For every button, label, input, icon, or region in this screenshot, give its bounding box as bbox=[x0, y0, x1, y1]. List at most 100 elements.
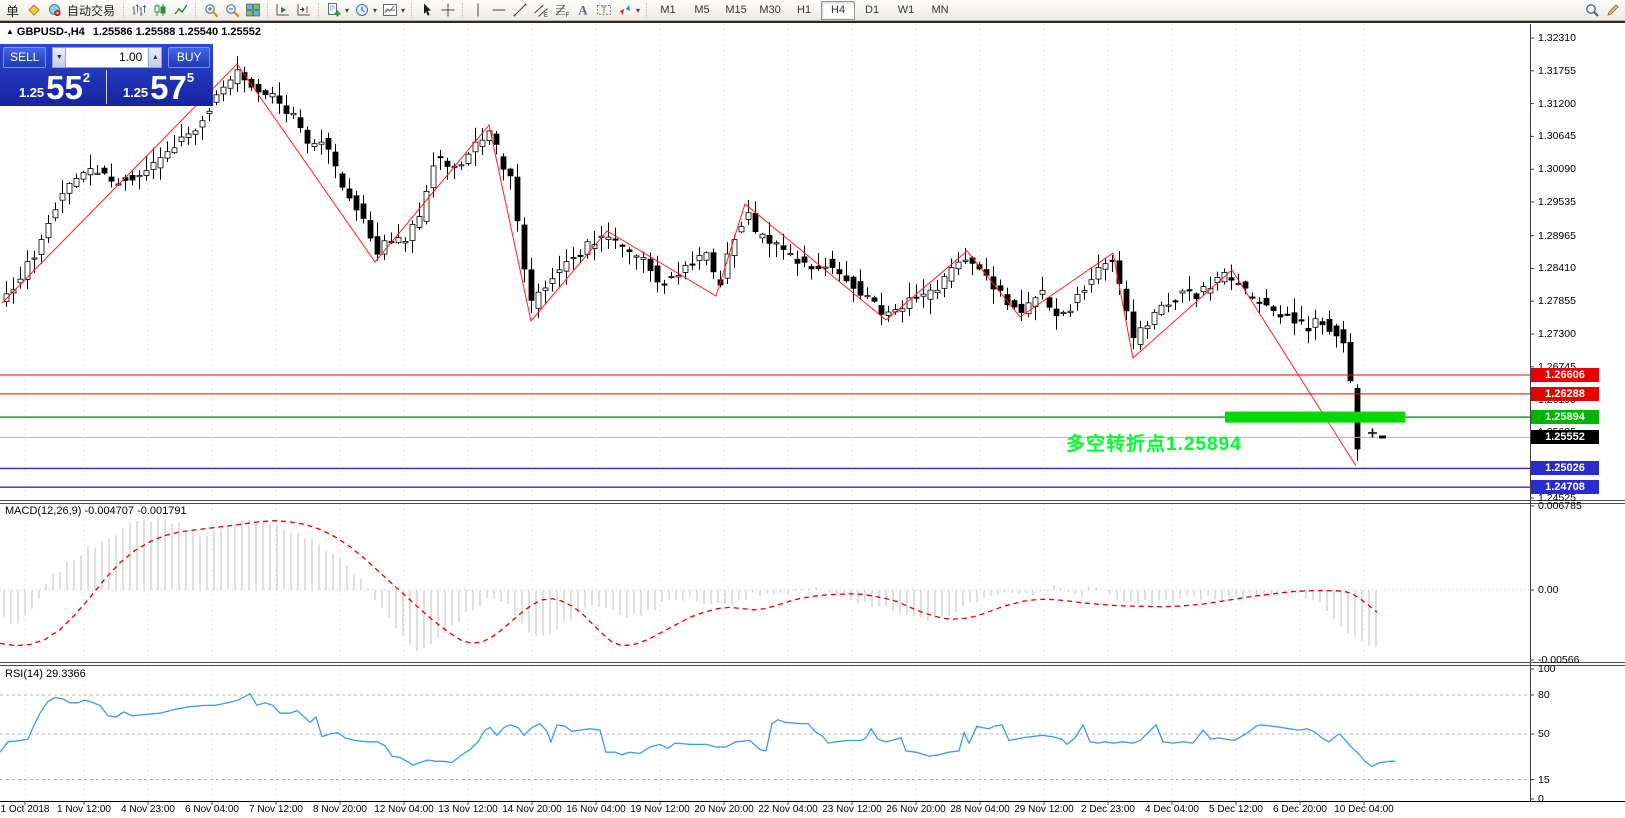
timeframe-button-d1[interactable]: D1 bbox=[865, 4, 880, 16]
zoom-out-icon bbox=[225, 4, 239, 18]
volume-stepper: ▼ ▲ bbox=[52, 46, 163, 68]
volume-input[interactable] bbox=[66, 46, 149, 68]
indicators-button-dropdown[interactable]: ▾ bbox=[345, 5, 350, 15]
order-text[interactable]: 单 bbox=[6, 3, 20, 19]
macd-tick-label: -0.00566 bbox=[1538, 654, 1580, 667]
timeframe-button-w1[interactable]: W1 bbox=[897, 4, 915, 16]
arrows-button[interactable] bbox=[614, 1, 635, 19]
price-tag-1.26606[interactable]: 1.26606 bbox=[1531, 368, 1599, 383]
sell-price[interactable]: 1.25 55 2 bbox=[3, 69, 106, 105]
arrows-button-dropdown[interactable]: ▾ bbox=[636, 5, 641, 15]
line-chart-button[interactable] bbox=[170, 1, 191, 19]
buy-button[interactable]: BUY bbox=[168, 46, 210, 68]
timeframe-button-m5[interactable]: M5 bbox=[694, 4, 710, 16]
symbol-marker-icon: ▲ bbox=[6, 27, 14, 36]
crosshair-icon bbox=[441, 3, 455, 17]
vertical-line-button[interactable] bbox=[467, 1, 488, 19]
indicators-button[interactable] bbox=[323, 1, 344, 19]
macd-label: MACD(12,26,9) bbox=[5, 505, 82, 517]
timeframe-button-m30[interactable]: M30 bbox=[759, 4, 781, 16]
tile-windows-button[interactable] bbox=[242, 1, 263, 19]
zigzag-trendline[interactable] bbox=[1, 63, 1357, 467]
chart-shift-button[interactable] bbox=[293, 1, 314, 19]
zoom-in-button[interactable] bbox=[200, 1, 221, 19]
date-tick-label: 26 Nov 20:00 bbox=[886, 804, 946, 815]
date-tick-label: 19 Nov 12:00 bbox=[630, 804, 690, 815]
price-tag-1.25026[interactable]: 1.25026 bbox=[1531, 461, 1599, 476]
chart-line-icon bbox=[173, 4, 188, 15]
sell-button[interactable]: SELL bbox=[3, 46, 47, 68]
price-tag-1.26288[interactable]: 1.26288 bbox=[1531, 386, 1599, 401]
ohlc-values: 1.25586 1.25588 1.25540 1.25552 bbox=[92, 26, 261, 38]
periods-clock-icon bbox=[355, 4, 368, 16]
price-tag-1.24708[interactable]: 1.24708 bbox=[1531, 480, 1599, 495]
new-order-button[interactable] bbox=[23, 1, 44, 19]
zoom-out-button[interactable] bbox=[221, 1, 242, 19]
grid-layer bbox=[24, 24, 1365, 801]
text-label-button[interactable]: T bbox=[593, 1, 614, 19]
templates-icon bbox=[382, 4, 397, 16]
timeframe-button-m15[interactable]: M15 bbox=[725, 4, 747, 16]
cursor-button[interactable] bbox=[416, 1, 437, 19]
date-tick-label: 6 Nov 04:00 bbox=[185, 804, 239, 815]
auto-scroll-icon bbox=[276, 4, 289, 16]
volume-decrease-button[interactable]: ▼ bbox=[52, 46, 67, 68]
toolbar-separator bbox=[123, 2, 125, 18]
horizontal-line-button[interactable] bbox=[488, 1, 509, 19]
date-tick-label: 1 Oct 2018 bbox=[0, 804, 50, 815]
tile-windows-icon bbox=[245, 3, 260, 17]
toolbar-separator bbox=[195, 2, 197, 18]
periods-button[interactable] bbox=[351, 1, 372, 19]
candlestick-chart-button[interactable] bbox=[149, 1, 170, 19]
pane-splitter[interactable] bbox=[0, 500, 1625, 501]
pane-splitter[interactable] bbox=[0, 662, 1625, 663]
channel-icon: E bbox=[533, 4, 548, 18]
timeframe-button-m1[interactable]: M1 bbox=[660, 4, 676, 16]
templates-button[interactable] bbox=[379, 1, 400, 19]
search-button[interactable] bbox=[1581, 1, 1602, 19]
date-tick-label: 4 Dec 04:00 bbox=[1145, 804, 1199, 815]
text-a-icon: A bbox=[578, 3, 588, 18]
timeframe-button-h4[interactable]: H4 bbox=[821, 0, 856, 20]
price-pointer-dash bbox=[1379, 435, 1386, 439]
buy-price[interactable]: 1.25 57 5 bbox=[107, 69, 210, 105]
expert-advisors-icon bbox=[48, 4, 61, 17]
templates-button-dropdown[interactable]: ▾ bbox=[401, 5, 406, 15]
pane-splitter[interactable] bbox=[0, 665, 1625, 666]
vline-icon bbox=[477, 3, 479, 17]
macd-tick-label: 0.006785 bbox=[1538, 500, 1582, 512]
pane-splitter[interactable] bbox=[0, 801, 1625, 802]
chart-window-border bbox=[0, 21, 1625, 23]
autotrading-label[interactable]: 自动交易 bbox=[67, 3, 116, 18]
text-button[interactable]: A bbox=[572, 1, 593, 19]
toolbar-separator bbox=[646, 2, 648, 18]
pane-splitter[interactable] bbox=[0, 503, 1625, 504]
new-order-icon bbox=[27, 4, 40, 16]
timeframe-button-mn[interactable]: MN bbox=[931, 4, 949, 16]
expert-advisors-button[interactable] bbox=[44, 1, 65, 19]
bar-chart-button[interactable] bbox=[128, 1, 149, 19]
timeframe-button-h1[interactable]: H1 bbox=[797, 4, 812, 16]
periods-button-dropdown[interactable]: ▾ bbox=[373, 5, 378, 15]
crosshair-button[interactable] bbox=[437, 1, 458, 19]
macd-values: -0.004707 -0.001791 bbox=[84, 505, 187, 517]
hline-icon bbox=[492, 9, 506, 11]
macd-signal-line bbox=[0, 520, 1378, 647]
pivot-annotation-text[interactable]: 多空转折点1.25894 bbox=[1066, 434, 1242, 455]
auto-scroll-button[interactable] bbox=[272, 1, 293, 19]
pivot-highlight-box[interactable] bbox=[1225, 411, 1405, 423]
price-tag-1.25552[interactable]: 1.25552 bbox=[1531, 430, 1599, 445]
rsi-line bbox=[0, 692, 1395, 768]
trendline-button[interactable] bbox=[509, 1, 530, 19]
channel-button[interactable]: E bbox=[530, 1, 551, 19]
edit-button[interactable] bbox=[1602, 1, 1623, 19]
volume-increase-button[interactable]: ▲ bbox=[148, 46, 163, 68]
price-tick-label: 1.31755 bbox=[1538, 64, 1576, 77]
macd-tick-label: 0.00 bbox=[1538, 584, 1559, 596]
svg-text:T: T bbox=[601, 5, 607, 15]
fibonacci-button[interactable]: F bbox=[551, 1, 572, 19]
price-tag-1.25894[interactable]: 1.25894 bbox=[1531, 410, 1599, 425]
rsi-tick-label: 15 bbox=[1538, 773, 1550, 786]
